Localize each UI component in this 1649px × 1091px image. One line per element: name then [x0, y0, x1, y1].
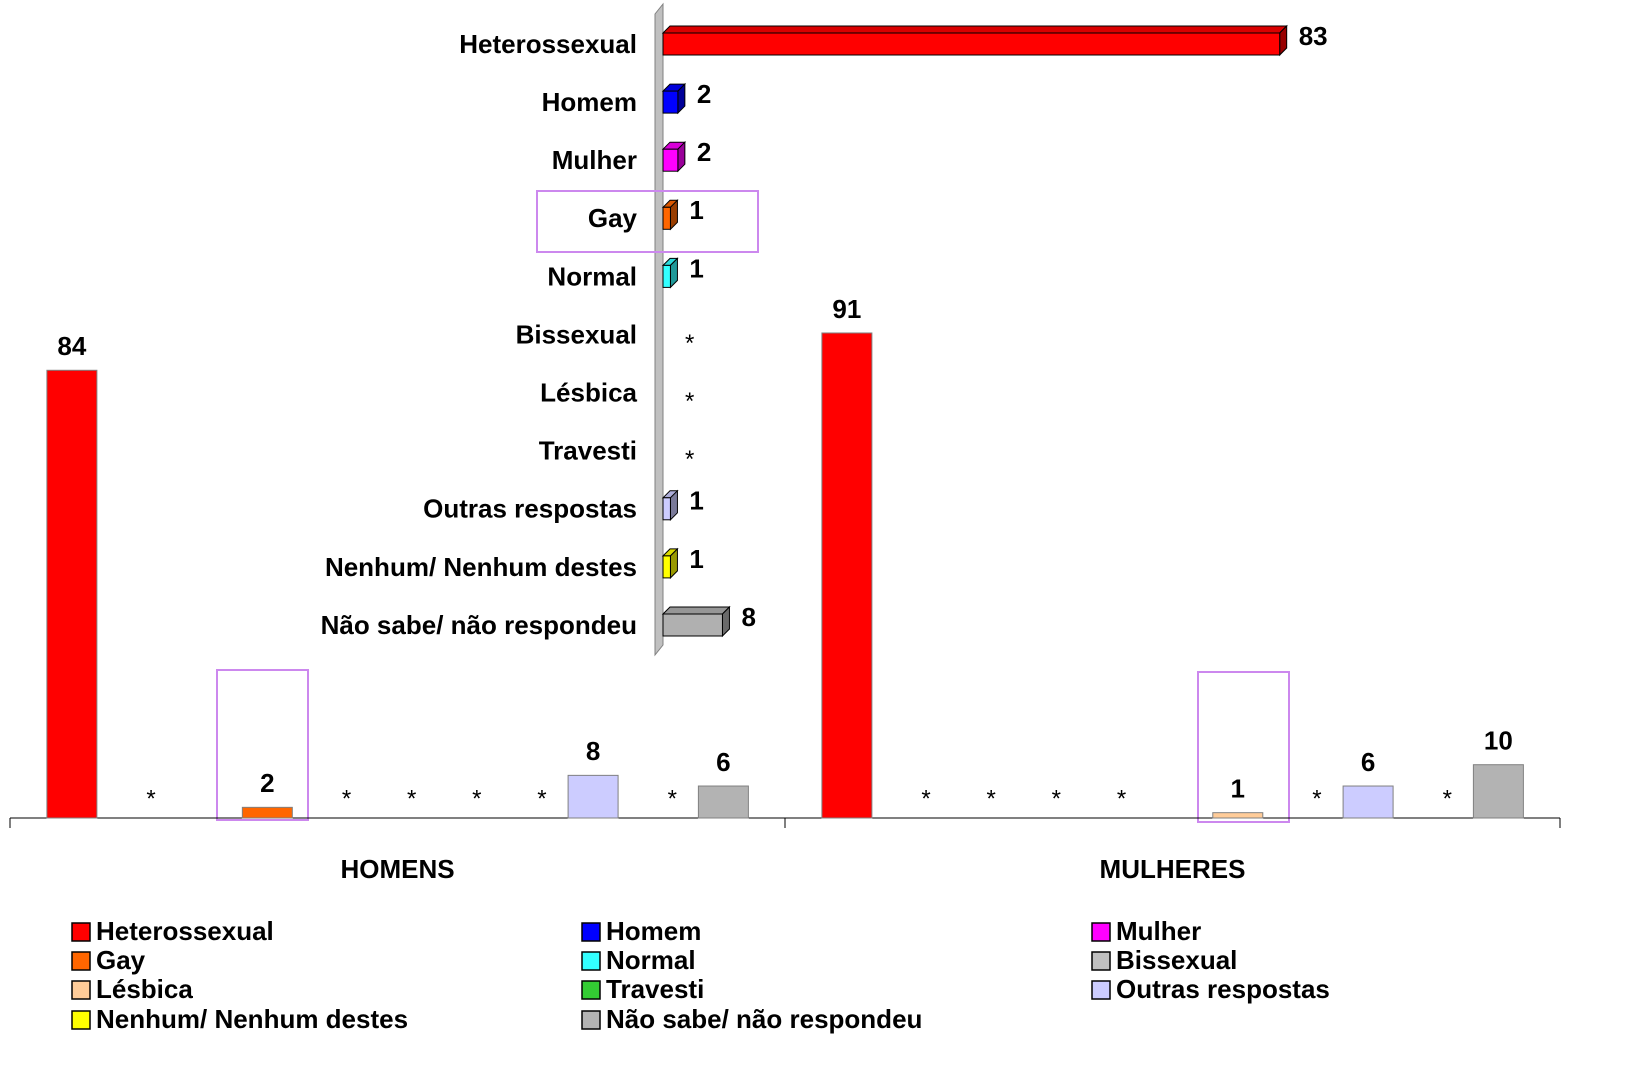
legend-label: Nenhum/ Nenhum destes [96, 1004, 408, 1034]
value-label: * [1052, 785, 1061, 812]
category-label: Travesti [539, 436, 637, 466]
highlight-box [216, 669, 309, 821]
value-label: * [1117, 785, 1126, 812]
value-label: 84 [57, 331, 86, 361]
bar [661, 547, 679, 580]
value-label: * [407, 785, 416, 812]
value-label: * [146, 785, 155, 812]
category-label: HOMENS [340, 854, 454, 884]
value-label: 91 [832, 294, 861, 324]
bar-top [661, 606, 731, 615]
bar-front [662, 32, 1281, 56]
legend-swatch [581, 1010, 601, 1030]
category-label: Lésbica [540, 377, 637, 407]
legend-swatch [71, 951, 91, 971]
category-label: Normal [547, 261, 637, 291]
value-label: * [668, 785, 677, 812]
legend-label: Mulher [1116, 916, 1201, 946]
category-label: Gay [588, 203, 638, 233]
legend-swatch [581, 922, 601, 942]
bar-front [662, 555, 671, 579]
legend-label: Gay [96, 945, 146, 975]
legend-label: Normal [606, 945, 696, 975]
value-label: 6 [1361, 747, 1375, 777]
bar [46, 369, 98, 819]
category-label: Não sabe/ não respondeu [321, 610, 637, 640]
bar [661, 605, 731, 638]
value-label: * [342, 785, 351, 812]
value-label: 8 [741, 602, 755, 632]
bar [661, 140, 687, 173]
category-label: Outras respostas [423, 494, 637, 524]
bar-front [662, 264, 671, 288]
bar-front [662, 206, 671, 230]
category-label: Heterossexual [459, 29, 637, 59]
back-wall [654, 2, 664, 657]
category-label: Nenhum/ Nenhum destes [325, 552, 637, 582]
bar [1342, 785, 1394, 819]
legend-swatch [71, 1010, 91, 1030]
value-label: 1 [689, 544, 703, 574]
bar [241, 806, 293, 819]
value-label: 1 [689, 253, 703, 283]
highlight-box [536, 190, 759, 253]
legend-label: Heterossexual [96, 916, 274, 946]
legend-swatch [1091, 980, 1111, 1000]
value-label: 83 [1299, 21, 1328, 51]
value-label: * [685, 330, 694, 357]
bar-front [662, 613, 723, 637]
value-label: 10 [1484, 726, 1513, 756]
value-label: * [987, 785, 996, 812]
bar [697, 785, 749, 819]
value-label: * [472, 785, 481, 812]
bar-front [662, 90, 679, 114]
category-label: MULHERES [1100, 854, 1246, 884]
legend-swatch [581, 951, 601, 971]
legend-swatch [581, 980, 601, 1000]
bar [661, 82, 687, 115]
value-label: 8 [586, 736, 600, 766]
value-label: 6 [716, 747, 730, 777]
value-label: * [685, 446, 694, 473]
bar [1472, 764, 1524, 819]
value-label: 1 [689, 486, 703, 516]
bar [661, 489, 679, 522]
bar [1212, 812, 1264, 819]
value-label: 1 [689, 195, 703, 225]
legend-label: Lésbica [96, 974, 193, 1004]
value-label: * [1312, 785, 1321, 812]
legend-label: Bissexual [1116, 945, 1237, 975]
value-label: * [685, 388, 694, 415]
highlight-box [1197, 671, 1290, 823]
bar [821, 332, 873, 819]
legend-label: Outras respostas [1116, 974, 1330, 1004]
category-label: Mulher [552, 145, 637, 175]
bar [567, 774, 619, 819]
value-label: * [921, 785, 930, 812]
value-label: 1 [1231, 774, 1245, 804]
category-label: Bissexual [516, 319, 637, 349]
value-label: * [537, 785, 546, 812]
bar [661, 199, 679, 231]
bar-top [661, 25, 1288, 34]
legend-label: Homem [606, 916, 701, 946]
bar [661, 257, 679, 289]
value-label: 2 [260, 768, 274, 798]
legend-swatch [1091, 951, 1111, 971]
legend-swatch [1091, 922, 1111, 942]
legend-swatch [71, 980, 91, 1000]
value-label: 2 [697, 137, 711, 167]
value-label: 2 [697, 79, 711, 109]
bar [661, 24, 1288, 57]
legend-label: Travesti [606, 974, 704, 1004]
category-label: Homem [542, 87, 637, 117]
bar-front [662, 497, 671, 521]
legend-swatch [71, 922, 91, 942]
bar-front [662, 148, 679, 172]
value-label: * [1443, 785, 1452, 812]
legend-label: Não sabe/ não respondeu [606, 1004, 922, 1034]
